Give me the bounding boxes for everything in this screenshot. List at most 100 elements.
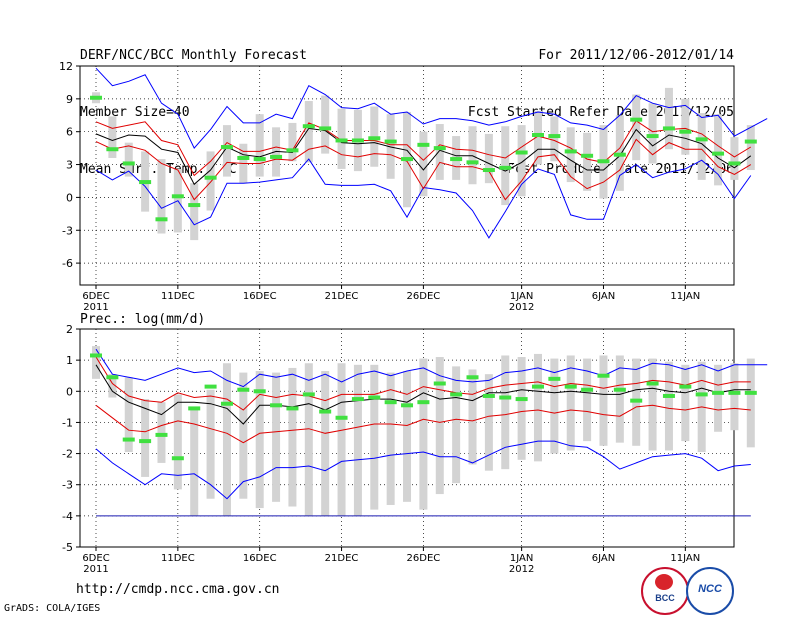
forecast-mark — [531, 132, 544, 137]
forecast-mark — [106, 375, 119, 380]
ensemble-box — [664, 87, 673, 150]
forecast-mark — [564, 384, 577, 389]
forecast-mark — [155, 432, 168, 437]
forecast-mark — [712, 390, 725, 395]
forecast-mark — [450, 157, 463, 162]
forecast-mark — [220, 145, 233, 150]
forecast-mark — [384, 400, 397, 405]
ensemble-box — [746, 358, 755, 448]
forecast-mark — [302, 124, 315, 129]
forecast-mark — [155, 217, 168, 222]
ensemble-box — [272, 372, 281, 502]
source-url: http://cmdp.ncc.cma.gov.cn — [76, 582, 280, 597]
ensemble-box — [288, 367, 297, 507]
forecast-mark — [351, 138, 364, 143]
forecast-mark — [401, 157, 414, 162]
forecast-mark — [237, 387, 250, 392]
ensemble-box — [550, 116, 559, 162]
ensemble-box — [566, 127, 575, 183]
x-tick-label: 6DEC — [82, 291, 109, 302]
ensemble-box — [468, 369, 477, 465]
ensemble-box — [108, 116, 117, 158]
ensemble-box — [353, 364, 362, 516]
x-tick-label: 11JAN — [670, 553, 700, 564]
ensemble-box — [583, 132, 592, 191]
ensemble-box — [124, 377, 133, 453]
ensemble-box — [157, 159, 166, 234]
ensemble-box — [533, 353, 542, 462]
ensemble-box — [501, 126, 510, 206]
forecast-mark — [662, 393, 675, 398]
x-tick-label: 16DEC — [243, 553, 277, 564]
member-size: Member Size=40 — [80, 105, 190, 120]
ensemble-box — [190, 183, 199, 241]
forecast-mark — [695, 392, 708, 397]
forecast-mark — [171, 456, 184, 461]
forecast-mark — [253, 157, 266, 162]
lower-quartile-line — [95, 404, 751, 444]
forecast-mark — [728, 161, 741, 166]
x-tick-label: 6JAN — [592, 291, 615, 302]
forecast-mark — [417, 400, 430, 405]
ensemble-box — [206, 389, 215, 499]
ensemble-box — [92, 346, 100, 379]
ensemble-box — [533, 110, 542, 165]
forecast-mark — [433, 381, 446, 386]
x-tick-year-label: 2011 — [83, 564, 108, 575]
forecast-mark — [613, 387, 626, 392]
forecast-mark — [335, 138, 348, 143]
y-tick-label: 12 — [59, 60, 73, 73]
forecast-mark — [270, 154, 283, 159]
ensemble-box — [681, 364, 690, 442]
ensemble-box — [730, 363, 739, 431]
min-line — [95, 158, 752, 239]
forecast-mark — [466, 375, 479, 380]
y-tick-label: -4 — [62, 510, 73, 523]
ensemble-box — [435, 124, 444, 180]
forecast-mark — [466, 160, 479, 165]
ensemble-box — [190, 406, 199, 516]
ensemble-box — [304, 363, 313, 516]
ensemble-box — [501, 355, 510, 470]
forecast-mark — [662, 126, 675, 131]
ensemble-box — [239, 372, 248, 499]
ensemble-box — [255, 371, 264, 509]
y-tick-label: 0 — [66, 191, 73, 204]
forecast-mark — [319, 126, 332, 131]
y-tick-label: -5 — [62, 541, 73, 554]
y-tick-label: 6 — [66, 126, 73, 139]
forecast-mark — [548, 134, 561, 139]
forecast-mark — [564, 149, 577, 154]
x-tick-label: 21DEC — [325, 553, 359, 564]
ensemble-box — [714, 364, 723, 432]
ensemble-box — [288, 122, 297, 162]
ensemble-box — [255, 114, 264, 177]
forecast-mark — [220, 401, 233, 406]
ensemble-box — [370, 364, 379, 510]
ensemble-box — [615, 355, 624, 443]
forecast-mark — [482, 393, 495, 398]
forecast-mark — [90, 95, 102, 100]
ensemble-box — [304, 101, 313, 163]
forecast-mark — [401, 403, 414, 408]
forecast-mark — [744, 390, 757, 395]
ensemble-box — [484, 374, 493, 471]
ensemble-box — [648, 103, 657, 164]
ensemble-box — [730, 137, 739, 180]
forecast-mark — [368, 395, 381, 400]
forecast-mark — [90, 353, 102, 358]
ensemble-box — [452, 366, 461, 484]
forecast-mark — [531, 384, 544, 389]
ensemble-box — [517, 125, 526, 197]
ensemble-box — [697, 113, 706, 180]
min-line — [95, 440, 751, 500]
y-tick-label: -2 — [62, 448, 73, 461]
forecast-mark — [433, 146, 446, 151]
forecast-mark — [679, 384, 692, 389]
forecast-mark — [581, 153, 594, 158]
y-tick-label: -1 — [62, 416, 73, 429]
forecast-mark — [581, 387, 594, 392]
y-tick-label: 3 — [66, 159, 73, 172]
y-tick-label: -3 — [62, 479, 73, 492]
